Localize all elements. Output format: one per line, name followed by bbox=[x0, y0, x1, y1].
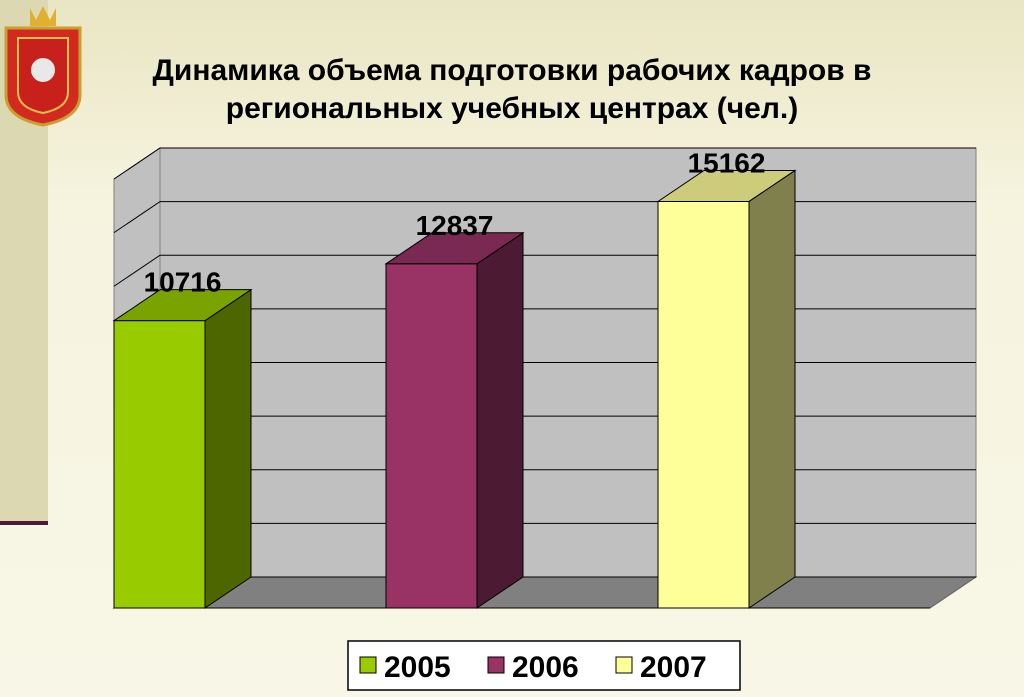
bar-side bbox=[204, 288, 252, 609]
strip-rule bbox=[0, 521, 48, 525]
legend-swatch bbox=[359, 656, 377, 674]
legend-label: 2007 bbox=[640, 651, 707, 684]
bar-front bbox=[657, 200, 750, 609]
chart-title: Динамика объема подготовки рабочих кадро… bbox=[153, 54, 872, 87]
data-label: 12837 bbox=[416, 210, 494, 241]
grid-line bbox=[113, 147, 976, 180]
legend-swatch bbox=[487, 656, 505, 674]
data-label: 15162 bbox=[688, 147, 766, 178]
bar bbox=[384, 231, 525, 609]
bar bbox=[112, 288, 253, 609]
bar-top bbox=[112, 289, 253, 322]
legend-swatch bbox=[615, 656, 633, 674]
bar bbox=[656, 169, 797, 609]
legend: 2005 2006 2007 bbox=[359, 651, 707, 684]
legend-label: 2005 bbox=[384, 651, 451, 684]
legend-label: 2006 bbox=[512, 651, 579, 684]
plot: 10716 12837 15162 bbox=[112, 147, 978, 609]
bar-side bbox=[748, 169, 796, 609]
bar-front bbox=[385, 263, 478, 609]
chart-title: региональных учебных центрах (чел.) bbox=[226, 92, 798, 125]
bar-top bbox=[384, 232, 525, 265]
bar-side bbox=[476, 231, 524, 609]
coat-of-arms bbox=[4, 6, 82, 127]
legend-box bbox=[347, 640, 741, 691]
bar-front bbox=[113, 320, 206, 609]
data-label: 10716 bbox=[144, 267, 222, 298]
bar-top bbox=[656, 169, 797, 202]
